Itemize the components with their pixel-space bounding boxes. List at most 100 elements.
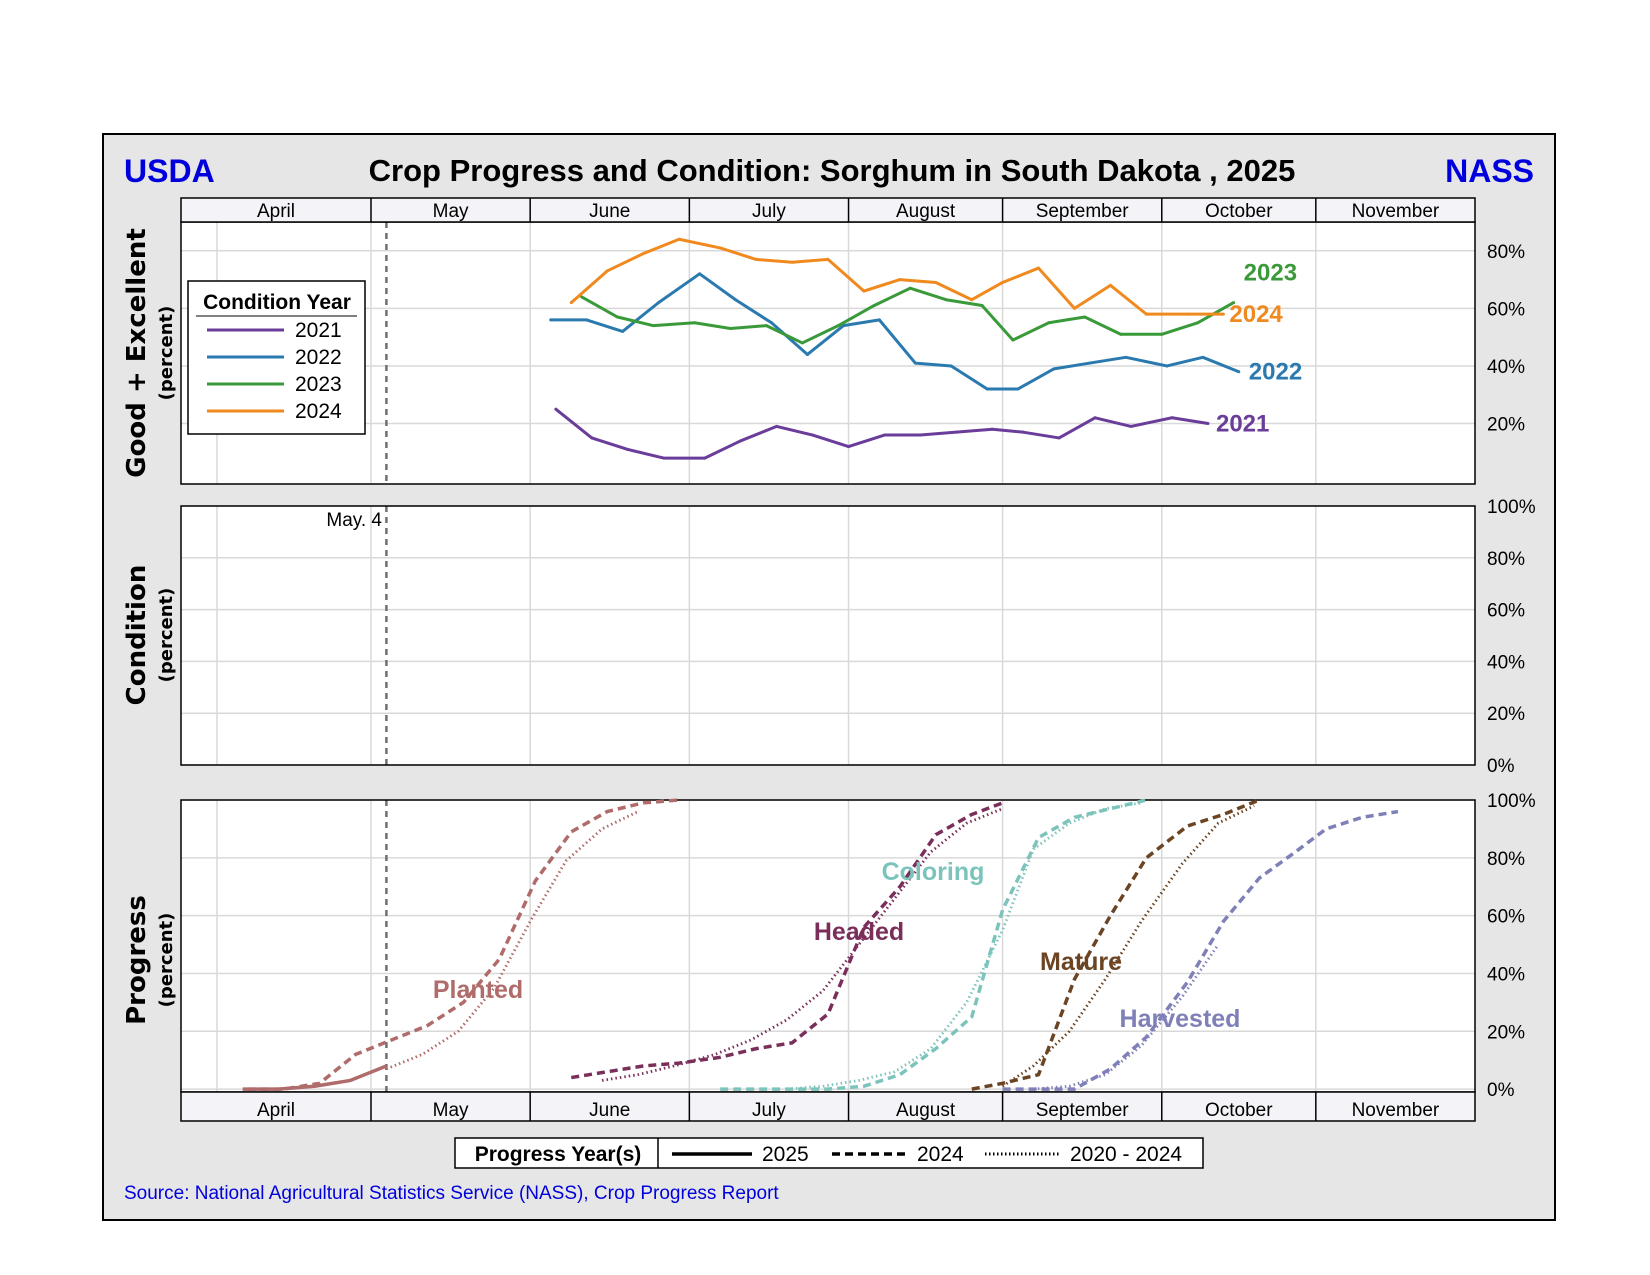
stage-label-coloring: Coloring: [882, 858, 985, 886]
condition-point-2022: [985, 387, 989, 391]
condition-point-2022: [877, 318, 881, 322]
condition-point-2022: [770, 321, 774, 325]
condition-point-2022: [657, 301, 661, 305]
y-tick-label: 80%: [1487, 549, 1525, 570]
y-tick-label: 0%: [1487, 1080, 1515, 1101]
condition-point-2023: [872, 303, 876, 307]
condition-point-2022: [1165, 364, 1169, 368]
condition-point-2022: [698, 272, 702, 276]
legend-label-2022: 2022: [295, 346, 342, 369]
condition-point-2023: [1047, 321, 1051, 325]
condition-point-2024: [898, 278, 902, 282]
condition-point-2023: [1083, 315, 1087, 319]
condition-point-2024: [1185, 312, 1189, 316]
condition-point-2024: [1072, 306, 1076, 310]
y-title-progress: Progress: [122, 895, 152, 1025]
nass-logo-text: NASS: [1445, 153, 1534, 189]
condition-point-2024: [1037, 266, 1041, 270]
progress-line-planted-dotted: [385, 810, 639, 1071]
chart-title: Crop Progress and Condition: Sorghum in …: [369, 153, 1296, 188]
condition-point-2021: [1129, 424, 1133, 428]
month-label-may: May: [433, 201, 469, 222]
month-axis-bottom: April May June July August September October No…: [180, 1091, 1476, 1122]
condition-point-2024: [754, 257, 758, 261]
series-end-label-2022: 2022: [1249, 359, 1302, 386]
condition-point-2022: [1124, 355, 1128, 359]
month-label-july: July: [752, 1100, 786, 1121]
y-tick-label: 40%: [1487, 357, 1525, 378]
condition-point-2023: [1160, 332, 1164, 336]
condition-point-2023: [692, 321, 696, 325]
progress-panel: 0% 20% 40% 60% 80% 100%: [180, 791, 1536, 1101]
month-label-november: November: [1352, 201, 1440, 222]
month-label-june: June: [589, 201, 630, 222]
condition-point-2022: [585, 318, 589, 322]
reference-date-label: May. 4: [326, 510, 382, 531]
condition-point-2024: [826, 257, 830, 261]
condition-point-2021: [775, 424, 779, 428]
condition-point-2023: [651, 324, 655, 328]
legend-label-2023: 2023: [295, 373, 342, 396]
series-end-label-2021: 2021: [1216, 411, 1269, 438]
legend-2025: 2025: [762, 1143, 809, 1166]
good-excellent-panel: 20% 40% 60% 80% 2021 2022 2023 2024: [180, 221, 1525, 485]
condition-line-2022: [550, 272, 1240, 391]
condition-point-2023: [836, 324, 840, 328]
condition-point-2024: [677, 237, 681, 241]
y-subtitle-good-excellent: (percent): [156, 306, 177, 401]
stage-label-planted: Planted: [433, 976, 523, 1004]
condition-point-2021: [703, 456, 707, 460]
plot-area: [181, 506, 1475, 765]
condition-point-2021: [1170, 416, 1174, 420]
condition-point-2022: [805, 352, 809, 356]
condition-point-2023: [1196, 321, 1200, 325]
condition-point-2023: [728, 327, 732, 331]
condition-point-2022: [549, 318, 553, 322]
y-tick-label: 60%: [1487, 299, 1525, 320]
series-end-label-2023: 2023: [1244, 260, 1297, 287]
month-label-october: October: [1205, 1100, 1273, 1121]
condition-point-2024: [934, 280, 938, 284]
plot-area: [181, 800, 1475, 1092]
y-tick-label: 100%: [1487, 497, 1536, 518]
panel-border: [180, 505, 1476, 766]
condition-point-2023: [908, 286, 912, 290]
y-tick-label: 60%: [1487, 601, 1525, 622]
condition-point-2023: [944, 298, 948, 302]
progress-line-mature-dashed: [971, 798, 1260, 1091]
progress-line-harvested-dashed: [1002, 809, 1399, 1091]
month-label-july: July: [752, 201, 786, 222]
month-label-april: April: [257, 1100, 295, 1121]
month-label-august: August: [896, 201, 956, 222]
month-label-august: August: [896, 1100, 956, 1121]
month-axis-top: April May June July August September October No…: [180, 197, 1476, 223]
condition-point-2023: [980, 303, 984, 307]
y-title-condition: Condition: [122, 565, 152, 706]
condition-point-2021: [882, 433, 886, 437]
legend-2020-2024: 2020 - 2024: [1070, 1143, 1182, 1166]
condition-point-2021: [954, 430, 958, 434]
condition-point-2022: [1016, 387, 1020, 391]
source-note: Source: National Agricultural Statistics…: [124, 1183, 779, 1204]
condition-year-legend: Condition Year 2021 2022 2023 2024: [187, 280, 366, 435]
condition-point-2024: [641, 252, 645, 256]
y-tick-label: 20%: [1487, 1022, 1525, 1043]
condition-point-2023: [764, 324, 768, 328]
condition-point-2024: [1001, 280, 1005, 284]
condition-point-2023: [615, 315, 619, 319]
condition-point-2021: [1206, 422, 1210, 426]
y-title-good-excellent: Good + Excellent: [122, 228, 152, 478]
y-tick-label: 80%: [1487, 242, 1525, 263]
condition-point-2023: [1011, 338, 1015, 342]
condition-point-2023: [1119, 332, 1123, 336]
condition-point-2021: [590, 436, 594, 440]
condition-point-2022: [621, 329, 625, 333]
condition-point-2021: [811, 433, 815, 437]
condition-point-2023: [1232, 301, 1236, 305]
condition-point-2024: [718, 246, 722, 250]
condition-point-2024: [605, 269, 609, 273]
condition-point-2024: [1108, 283, 1112, 287]
month-bar: [180, 1091, 1476, 1122]
condition-point-2021: [990, 427, 994, 431]
